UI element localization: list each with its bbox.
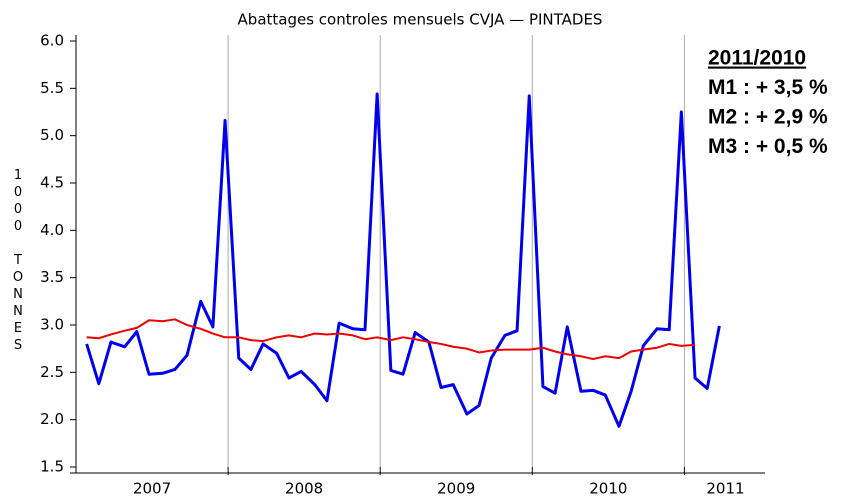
x-tick-label: 2011: [706, 480, 744, 497]
y-tick-label: 2.5: [40, 363, 64, 381]
x-tick-label: 2007: [133, 480, 171, 497]
x-tick-label: 2009: [437, 480, 475, 497]
annotation: M2 : + 2,9 %: [708, 106, 828, 129]
line-series: [86, 318, 696, 361]
y-tick-label: 4.0: [40, 221, 64, 239]
chart-title: Abattages controles mensuels CVJA — PINT…: [238, 11, 603, 29]
x-tick-label: 2010: [589, 480, 627, 497]
y-tick-label: 3.0: [40, 316, 64, 334]
annotation-bg: [705, 44, 851, 160]
x-tick-label: 2008: [285, 480, 323, 497]
y-tick-label: 4.5: [40, 174, 64, 192]
y-tick-label: 6.0: [40, 32, 64, 50]
y-axis-label: 1000 TONNES: [11, 168, 26, 355]
y-tick-label: 3.5: [40, 268, 64, 286]
annotation: M1 : + 3,5 %: [708, 76, 828, 99]
y-tick-label: 1.5: [40, 458, 64, 476]
y-tick-label: 5.0: [40, 126, 64, 144]
annotation-box: 2011/2010 M1 : + 3,5 % M2 : + 2,9 % M3 : + …: [705, 44, 851, 160]
y-tick-label: 2.0: [40, 410, 64, 428]
annotation: M3 : + 0,5 %: [708, 135, 828, 158]
annotation: 2011/2010: [708, 47, 806, 70]
line-series: [85, 92, 721, 428]
y-tick-label: 5.5: [40, 79, 64, 97]
